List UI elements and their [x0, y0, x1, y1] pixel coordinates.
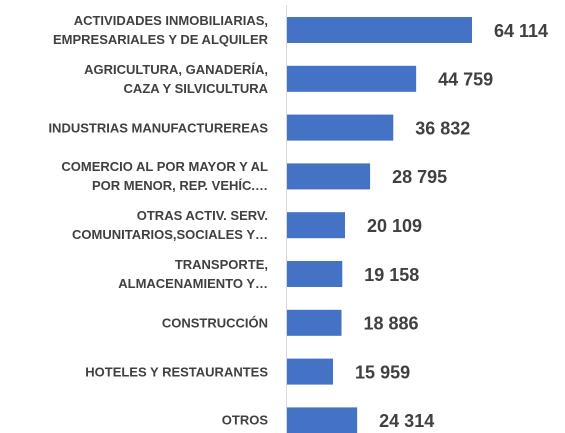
bar [287, 261, 343, 287]
category-label: TRANSPORTE, ALMACENAMIENTO Y… [118, 257, 268, 291]
bar [287, 163, 371, 190]
value-label: 28 795 [392, 167, 447, 187]
bar [287, 309, 342, 336]
value-label: 24 314 [379, 411, 434, 431]
category-label: AGRICULTURA, GANADERÍA, CAZA Y SILVICULT… [84, 61, 268, 96]
value-label: 18 886 [363, 314, 418, 334]
bar [287, 212, 346, 239]
category-label: INDUSTRIAS MANUFACTUREREAS [48, 120, 268, 136]
value-label: 36 832 [415, 118, 470, 138]
category-label: HOTELES Y RESTAURANTES [85, 364, 268, 380]
value-label: 44 759 [438, 70, 493, 90]
value-label: 15 959 [355, 362, 410, 382]
bar [287, 407, 358, 433]
category-label: OTROS [221, 412, 268, 428]
value-label: 64 114 [494, 21, 548, 41]
bar [287, 65, 417, 92]
value-label: 19 158 [364, 265, 419, 285]
category-label: ACTIVIDADES INMOBILIARIAS, EMPRESARIALES… [52, 13, 268, 47]
value-label: 20 109 [367, 216, 422, 236]
bar [287, 114, 394, 141]
bar [287, 358, 334, 385]
category-label: COMERCIO AL POR MAYOR Y AL POR MENOR, RE… [61, 159, 268, 194]
category-label: OTRAS ACTIV. SERV. COMUNITARIOS,SOCIALES… [72, 208, 268, 243]
bar [287, 17, 472, 43]
category-label: CONSTRUCCIÓN [161, 315, 268, 331]
